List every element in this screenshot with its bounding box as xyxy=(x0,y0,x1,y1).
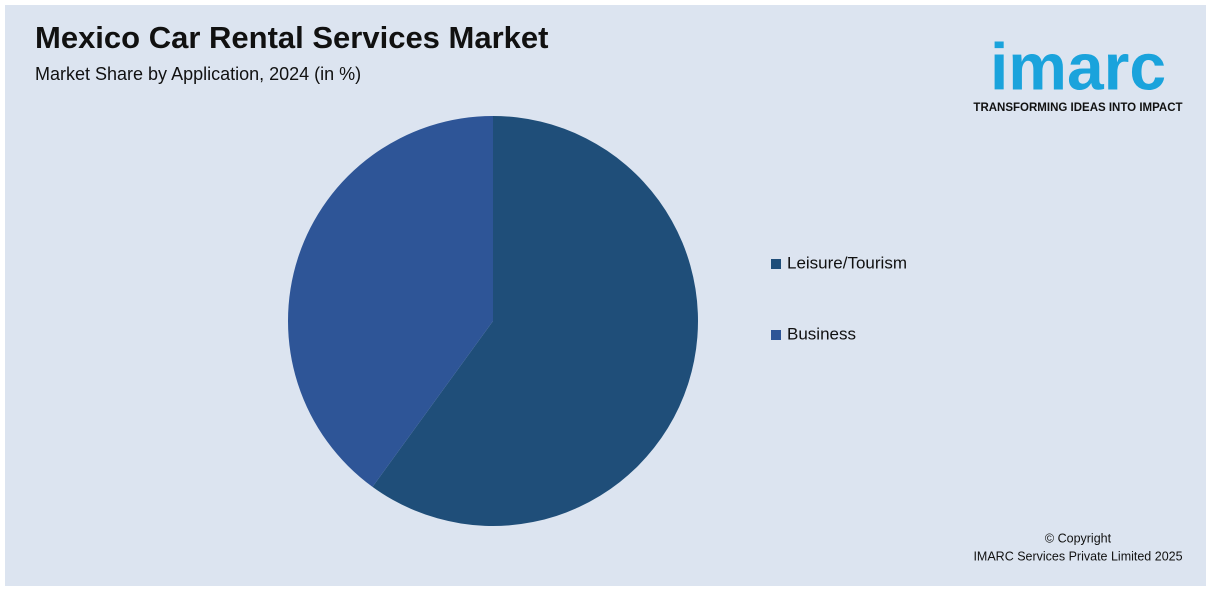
pie-slice xyxy=(288,116,493,487)
chart-title: Mexico Car Rental Services Market xyxy=(35,20,548,55)
chart-subtitle: Market Share by Application, 2024 (in %) xyxy=(35,64,361,84)
legend-swatch xyxy=(771,330,781,340)
legend-label: Leisure/Tourism xyxy=(787,253,907,272)
copyright: © Copyright xyxy=(1045,531,1112,545)
legend-label: Business xyxy=(787,324,856,343)
pie-slice xyxy=(372,116,698,526)
legend-swatch xyxy=(771,259,781,269)
logo-tagline: TRANSFORMING IDEAS INTO IMPACT xyxy=(973,102,1182,114)
logo: imarc xyxy=(990,29,1166,103)
company: IMARC Services Private Limited 2025 xyxy=(973,549,1182,563)
